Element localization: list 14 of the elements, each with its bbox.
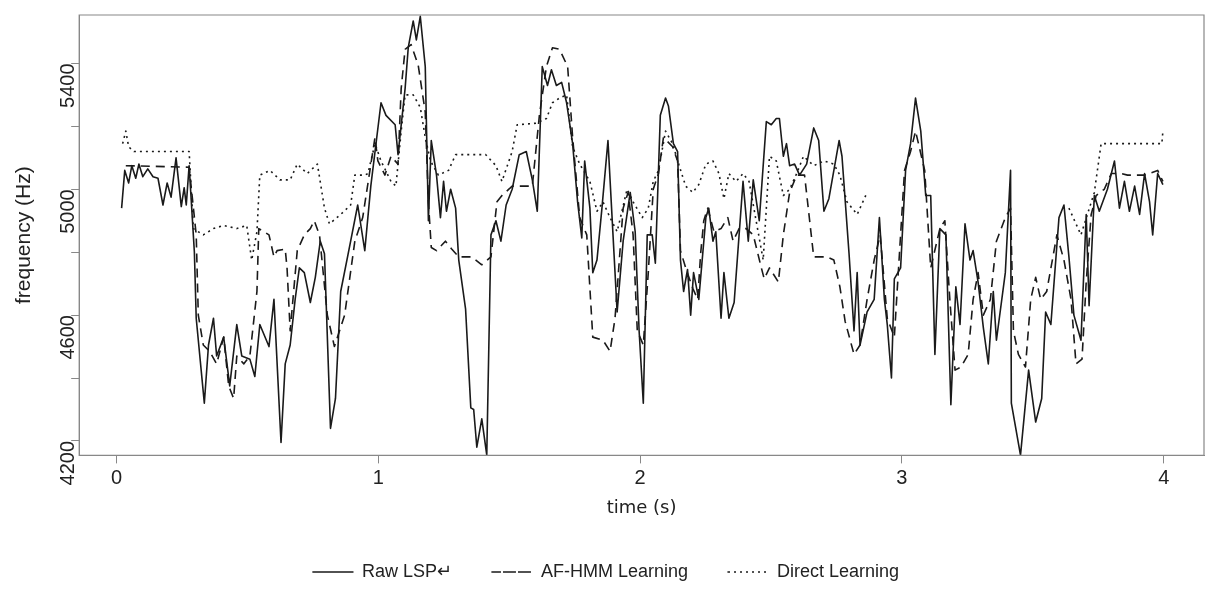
x-tick-label: 2 [634,465,646,488]
x-tick-label: 0 [111,465,123,488]
x-axis-title: time (s) [606,495,677,517]
legend-label: Raw LSP↵ [361,560,452,581]
legend-label: AF-HMM Learning [540,560,689,581]
y-tick-label: 5400 [55,63,78,108]
y-tick-label: 4600 [55,315,78,360]
y-axis-title: frequency (Hz) [11,166,35,305]
x-tick-label: 3 [896,465,908,488]
x-tick-label: 1 [372,465,384,488]
legend-label: Direct Learning [777,560,900,581]
y-tick-label: 4200 [55,440,78,486]
y-tick-label: 5000 [55,189,78,234]
x-tick-label: 4 [1158,465,1170,488]
